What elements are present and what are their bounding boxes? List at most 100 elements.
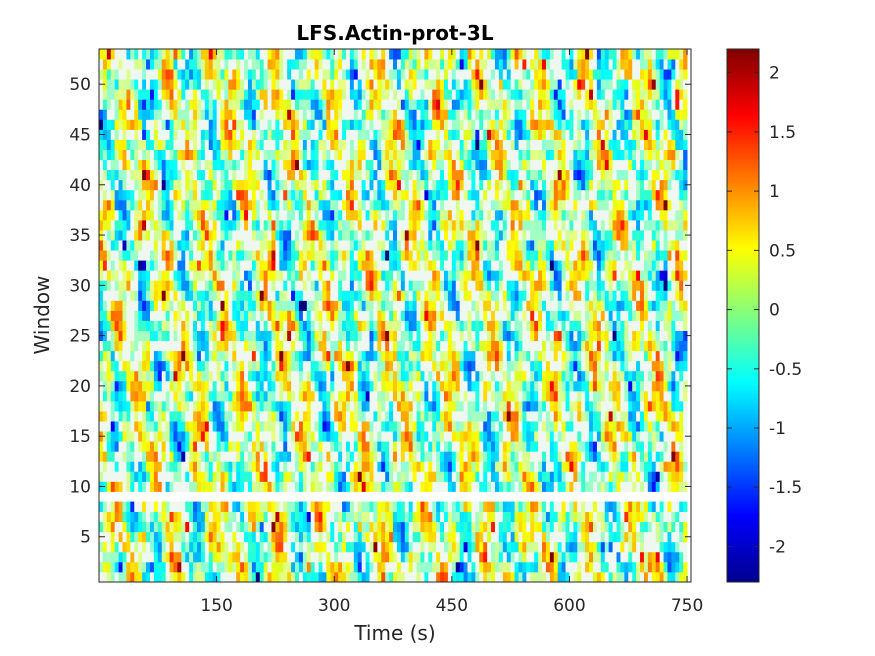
heatmap-cell [494,360,500,372]
heatmap-cell [538,561,543,573]
heatmap-cell [259,350,265,362]
heatmap-cell [408,561,414,573]
heatmap-cell [314,280,319,291]
heatmap-cell [408,300,414,311]
heatmap-cell [204,400,210,412]
heatmap-cell [663,350,668,362]
heatmap-cell [534,481,539,492]
heatmap-cell [557,471,563,482]
heatmap-cell [620,360,625,372]
heatmap-cell [197,240,202,251]
heatmap-cell [640,501,645,513]
heatmap-cell [385,240,390,251]
heatmap-cell [549,290,555,301]
heatmap-cell [271,340,276,352]
heatmap-cell [545,260,551,271]
heatmap-cell [287,320,292,331]
heatmap-cell [475,421,480,432]
heatmap-cell [232,531,237,543]
heatmap-cell [557,561,563,573]
heatmap-cell [440,280,445,291]
heatmap-cell [514,270,519,281]
heatmap-cell [193,360,198,372]
heatmap-cell [153,551,159,563]
heatmap-cell [377,551,382,563]
heatmap-cell [220,270,225,281]
heatmap-cell [208,421,214,432]
heatmap-cell [302,431,308,442]
heatmap-cell [251,380,257,392]
heatmap-cell [643,411,649,422]
heatmap-cell [153,300,159,311]
heatmap-cell [451,280,457,291]
heatmap-cell [483,370,488,382]
heatmap-cell [114,270,119,281]
heatmap-cell [130,340,135,352]
heatmap-cell [193,431,198,442]
heatmap-cell [330,390,335,402]
heatmap-cell [259,531,265,543]
heatmap-cell [185,571,190,583]
heatmap-cell [561,481,566,492]
heatmap-cell [118,310,123,321]
heatmap-cell [322,380,327,392]
heatmap-cell [353,300,359,311]
heatmap-cell [518,441,523,452]
heatmap-cell [204,441,210,452]
heatmap-cell [573,360,578,372]
heatmap-cell [479,431,484,442]
heatmap-cell [545,330,551,342]
heatmap-cell [530,441,535,452]
heatmap-cell [126,380,131,392]
heatmap-cell [373,551,378,563]
heatmap-cell [538,260,543,271]
heatmap-cell [424,511,429,523]
heatmap-cell [620,561,625,573]
heatmap-cell [675,290,680,301]
heatmap-cell [106,380,112,392]
heatmap-cell [651,250,657,261]
heatmap-cell [479,380,484,392]
heatmap-cell [134,270,139,281]
heatmap-cell [146,290,151,301]
heatmap-cell [114,230,119,241]
heatmap-cell [589,501,594,513]
heatmap-cell [200,260,206,271]
heatmap-cell [314,270,319,281]
heatmap-cell [224,521,229,533]
heatmap-cell [553,370,559,382]
heatmap-cell [651,300,657,311]
heatmap-cell [663,541,668,553]
heatmap-cell [553,551,559,563]
heatmap-cell [451,481,457,492]
heatmap-cell [353,421,359,432]
heatmap-cell [494,541,500,553]
heatmap-cell [451,320,457,331]
heatmap-cell [447,561,453,573]
heatmap-cell [267,551,272,563]
heatmap-cell [491,360,496,372]
heatmap-cell [534,451,539,462]
heatmap-cell [146,350,151,362]
heatmap-cell [616,441,621,452]
heatmap-cell [204,501,210,513]
heatmap-cell [228,471,233,482]
heatmap-cell [345,541,351,553]
heatmap-cell [451,380,457,392]
heatmap-cell [169,571,174,583]
heatmap-cell [263,280,268,291]
heatmap-cell [149,350,155,362]
heatmap-cell [600,300,606,311]
heatmap-cell [334,340,339,352]
heatmap-cell [208,260,214,271]
heatmap-cell [361,340,366,352]
heatmap-cell [585,400,590,412]
heatmap-cell [212,531,218,543]
heatmap-cell [408,411,414,422]
heatmap-cell [483,360,488,372]
heatmap-cell [369,421,374,432]
heatmap-cell [306,551,312,563]
heatmap-cell [604,270,610,281]
heatmap-cell [118,280,123,291]
heatmap-cell [667,511,672,523]
